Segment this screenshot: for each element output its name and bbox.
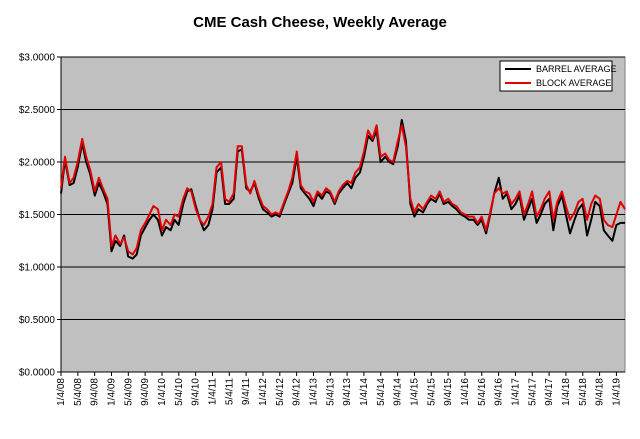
x-tick-label: 5/4/10 (174, 378, 185, 406)
y-tick-label: $0.0000 (19, 368, 56, 379)
x-tick-label: 5/4/17 (527, 378, 538, 406)
x-tick-label: 1/4/09 (106, 378, 117, 406)
x-tick-label: 9/4/18 (595, 378, 606, 406)
x-tick-label: 1/4/15 (409, 378, 420, 406)
x-tick-label: 1/4/14 (359, 378, 370, 406)
y-tick-label: $0.5000 (19, 315, 56, 326)
x-tick-label: 5/4/12 (275, 378, 286, 406)
x-tick-label: 9/4/16 (494, 378, 505, 406)
x-tick-label: 9/4/12 (292, 378, 303, 406)
x-tick-label: 1/4/16 (460, 378, 471, 406)
x-tick-label: 5/4/11 (224, 378, 235, 405)
y-tick-label: $2.0000 (19, 158, 56, 169)
x-tick-label: 5/4/15 (426, 378, 437, 406)
legend-label-barrel: BARREL AVERAGE (536, 64, 617, 74)
x-tick-label: 9/4/14 (393, 378, 404, 406)
y-tick-label: $1.0000 (19, 263, 56, 274)
x-tick-label: 1/4/19 (611, 378, 622, 406)
legend-box (499, 60, 613, 92)
x-tick-label: 9/4/11 (241, 378, 252, 405)
x-tick-label: 1/4/08 (56, 378, 67, 406)
x-tick-label: 5/4/09 (123, 378, 134, 406)
x-tick-label: 9/4/09 (140, 378, 151, 406)
x-tick-label: 5/4/13 (325, 378, 336, 406)
legend-label-block: BLOCK AVERAGE (536, 78, 611, 88)
x-tick-label: 5/4/14 (376, 378, 387, 406)
x-tick-label: 1/4/11 (207, 378, 218, 405)
legend: BARREL AVERAGE BLOCK AVERAGE (499, 60, 617, 92)
x-tick-label: 1/4/10 (157, 378, 168, 406)
x-tick-label: 5/4/18 (578, 378, 589, 406)
x-tick-label: 5/4/08 (73, 378, 84, 406)
x-tick-label: 1/4/12 (258, 378, 269, 406)
series-line-barrel (60, 119, 625, 260)
x-tick-label: 9/4/08 (90, 378, 101, 406)
x-tick-label: 1/4/13 (308, 378, 319, 406)
x-tick-label: 5/4/16 (477, 378, 488, 406)
x-tick-label: 9/4/13 (342, 378, 353, 406)
x-tick-label: 9/4/15 (443, 378, 454, 406)
x-tick-label: 1/4/17 (510, 378, 521, 406)
x-tick-label: 9/4/17 (544, 378, 555, 406)
y-tick-label: $2.5000 (19, 105, 56, 116)
x-tick-label: 1/4/18 (561, 378, 572, 406)
chart-title: CME Cash Cheese, Weekly Average (193, 14, 447, 31)
x-tick-label: 9/4/10 (191, 378, 202, 406)
series-line-block (60, 124, 626, 256)
y-tick-label: $3.0000 (19, 53, 56, 64)
y-tick-label: $1.5000 (19, 210, 56, 221)
